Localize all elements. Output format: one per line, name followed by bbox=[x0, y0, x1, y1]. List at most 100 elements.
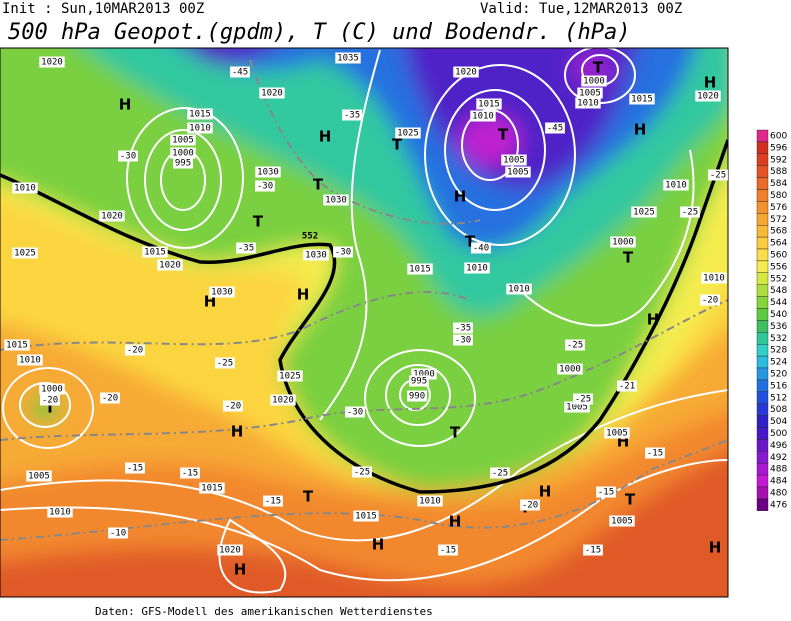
label-box bbox=[26, 470, 52, 482]
isobar-label: 1000 bbox=[413, 370, 435, 380]
isotherm-label-group: -25 bbox=[215, 357, 235, 369]
isobar-label: 1010 bbox=[577, 99, 599, 109]
label-box bbox=[609, 515, 635, 527]
map-title: 500 hPa Geopot.(gpdm), T (C) und Bodendr… bbox=[8, 20, 631, 45]
label-box bbox=[323, 194, 349, 206]
isotherm-label: -30 bbox=[455, 336, 471, 346]
isobar-label-group: 995 bbox=[409, 375, 429, 387]
colorbar-label: 556 bbox=[770, 262, 787, 272]
isobar-label: 1020 bbox=[219, 546, 241, 556]
colorbar-label: 564 bbox=[770, 239, 787, 249]
label-box bbox=[125, 462, 145, 474]
pressure-center: H bbox=[319, 128, 332, 146]
isobar-label: 1005 bbox=[611, 517, 633, 527]
colorbar-swatch bbox=[756, 451, 769, 464]
isobar-label-group: 1010 bbox=[17, 354, 43, 366]
isotherm-label-group: -10 bbox=[108, 527, 128, 539]
label-box bbox=[453, 66, 479, 78]
isobar-label: 1025 bbox=[14, 249, 36, 259]
isobar-label: 1010 bbox=[466, 264, 488, 274]
pressure-center: H bbox=[449, 513, 462, 531]
isotherm-label-group: -20 bbox=[700, 294, 720, 306]
label-box bbox=[342, 109, 362, 121]
isotherm-label: -30 bbox=[335, 248, 351, 258]
pressure-center: H bbox=[539, 483, 552, 501]
label-box bbox=[17, 354, 43, 366]
isobar-label: 1020 bbox=[41, 58, 63, 68]
isobar-label-group: 1025 bbox=[631, 206, 657, 218]
label-box bbox=[263, 495, 283, 507]
label-box bbox=[39, 383, 65, 395]
colorbar-label: 476 bbox=[770, 500, 787, 510]
label-box bbox=[100, 392, 120, 404]
isotherm-label-group: -35 bbox=[342, 109, 362, 121]
isobar-label-group: 1020 bbox=[39, 56, 65, 68]
colorbar-label: 572 bbox=[770, 215, 787, 225]
label-box bbox=[4, 339, 30, 351]
data-source: Daten: GFS-Modell des amerikanischen Wet… bbox=[95, 605, 433, 618]
isobar-label: 990 bbox=[409, 392, 425, 402]
isotherm-label: -20 bbox=[522, 501, 538, 511]
isotherm-label: -25 bbox=[575, 395, 591, 405]
isobar-label: 1000 bbox=[612, 238, 634, 248]
isotherm-label: -45 bbox=[547, 124, 563, 134]
isobar-label: 1025 bbox=[279, 372, 301, 382]
label-box bbox=[629, 93, 655, 105]
isobar-label-group: 1000 bbox=[610, 236, 636, 248]
isobar-label-group: 990 bbox=[407, 390, 427, 402]
label-box bbox=[170, 134, 196, 146]
colorbar-label: 504 bbox=[770, 417, 787, 427]
pressure-center: T bbox=[303, 488, 314, 506]
label-box bbox=[407, 263, 433, 275]
isobar-label: 1010 bbox=[472, 112, 494, 122]
isotherm-label-group: -21 bbox=[617, 380, 637, 392]
label-box bbox=[217, 544, 243, 556]
isotherm-label-group: -15 bbox=[583, 544, 603, 556]
colorbar-label: 588 bbox=[770, 167, 787, 177]
label-box bbox=[438, 544, 458, 556]
isotherm-label-group: -20 bbox=[100, 392, 120, 404]
isobar-label-group: 1010 bbox=[464, 262, 490, 274]
isotherm-label-group: -20 bbox=[223, 400, 243, 412]
isobar-label-group: 1010 bbox=[12, 182, 38, 194]
label-box bbox=[180, 467, 200, 479]
colorbar-label: 576 bbox=[770, 203, 787, 213]
isobar-label-group: 1005 bbox=[609, 515, 635, 527]
isobar-label: 1010 bbox=[508, 285, 530, 295]
isobar-label: 1005 bbox=[507, 168, 529, 178]
pressure-center: T bbox=[498, 126, 509, 144]
isotherm-label-group: -30 bbox=[453, 334, 473, 346]
isobar-label: 1015 bbox=[478, 100, 500, 110]
isobar-label-group: 1010 bbox=[506, 283, 532, 295]
isotherm-label-group: -15 bbox=[438, 544, 458, 556]
colorbar-swatch bbox=[756, 248, 769, 262]
isobar-label-group: 1020 bbox=[695, 90, 721, 102]
label-box bbox=[464, 262, 490, 274]
isobar-label: 1020 bbox=[455, 68, 477, 78]
isobar-label-group: 1005 bbox=[577, 87, 603, 99]
isotherm-label: -25 bbox=[217, 359, 233, 369]
colorbar-swatch bbox=[756, 141, 769, 154]
isohypse-552 bbox=[0, 139, 728, 494]
isobar-label-group: 1000 bbox=[411, 368, 437, 380]
isotherm-label-group: -25 bbox=[490, 467, 510, 479]
label-box bbox=[520, 499, 540, 511]
label-box bbox=[333, 246, 353, 258]
isobar-label-group: 1015 bbox=[353, 510, 379, 522]
isotherm-label-group: -25 bbox=[708, 169, 728, 181]
label-box bbox=[695, 90, 721, 102]
label-box bbox=[259, 87, 285, 99]
isobar-label-group: 1000 bbox=[557, 363, 583, 375]
isobar-label-group: 1030 bbox=[303, 249, 329, 261]
isobar-label: 1010 bbox=[665, 181, 687, 191]
colorbar-swatch bbox=[756, 224, 769, 238]
isotherm-label: -15 bbox=[598, 488, 614, 498]
label-box bbox=[453, 322, 473, 334]
colorbar-swatch bbox=[756, 427, 769, 440]
isobar-label-group: 1025 bbox=[12, 247, 38, 259]
label-box bbox=[680, 206, 700, 218]
isobar-label-group: 1010 bbox=[187, 122, 213, 134]
isohypse-label: 552 bbox=[302, 232, 318, 242]
isobar-label-group: 1030 bbox=[255, 166, 281, 178]
isobar-label: 1010 bbox=[419, 497, 441, 507]
